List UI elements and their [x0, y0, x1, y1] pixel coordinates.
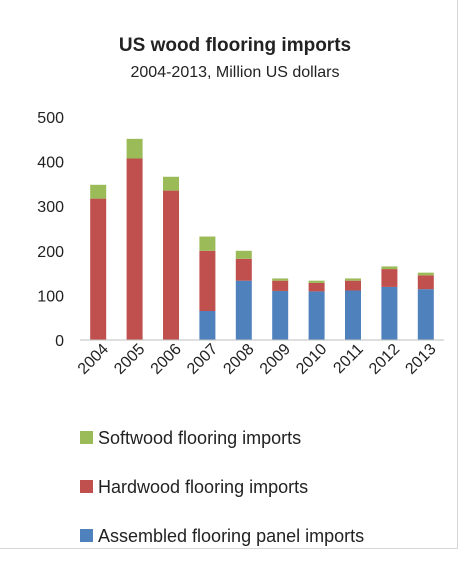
bar-segment	[126, 158, 143, 340]
x-tick-label: 2010	[293, 341, 330, 378]
bar-stack-2010	[308, 280, 325, 340]
legend-label: Hardwood flooring imports	[98, 477, 308, 497]
legend-item: Assembled flooring panel imports	[80, 526, 364, 546]
chart-subtitle: 2004-2013, Million US dollars	[131, 64, 340, 81]
bar-segment	[345, 278, 361, 281]
bar-segment	[345, 280, 361, 291]
legend-label: Softwood flooring imports	[98, 428, 301, 448]
bar-segment	[308, 280, 325, 283]
x-tick-label: 2011	[330, 341, 366, 377]
bar-segment	[417, 275, 434, 290]
legend-item: Softwood flooring imports	[80, 428, 301, 448]
y-tick-label: 500	[37, 110, 64, 127]
bar-segment	[345, 290, 361, 340]
x-tick-label: 2013	[402, 341, 439, 378]
bars	[90, 138, 434, 340]
bar-stack-2005	[126, 138, 143, 340]
chart-frame	[0, 0, 458, 549]
bar-segment	[199, 311, 216, 340]
y-tick-label: 300	[37, 199, 64, 216]
bar-stack-2013	[417, 272, 434, 340]
bar-segment	[199, 250, 216, 312]
bar-segment	[235, 250, 252, 259]
bar-segment	[199, 236, 216, 251]
bar-stack-2012	[381, 266, 398, 340]
bar-segment	[308, 282, 325, 292]
y-tick-label: 0	[55, 333, 64, 350]
x-tick-label: 2006	[148, 341, 185, 378]
y-axis: 0 100 200 300 400 500	[37, 110, 64, 350]
bar-segment	[235, 280, 252, 340]
bar-segment	[272, 278, 289, 281]
legend-swatch	[80, 529, 93, 542]
bar-stack-2007	[199, 236, 216, 340]
bar-stack-2009	[272, 278, 289, 340]
y-tick-label: 100	[37, 288, 64, 305]
bar-segment	[90, 198, 107, 340]
x-tick-label: 2008	[220, 341, 257, 378]
y-tick-label: 200	[37, 244, 64, 261]
x-tick-label: 2004	[75, 341, 112, 378]
legend-swatch	[80, 480, 93, 493]
x-tick-label: 2007	[184, 341, 221, 378]
bar-segment	[417, 289, 434, 340]
x-tick-label: 2012	[366, 341, 403, 378]
bar-segment	[272, 280, 289, 291]
bar-segment	[90, 184, 107, 199]
bar-segment	[381, 269, 398, 287]
legend: Softwood flooring imports Hardwood floori…	[80, 428, 364, 546]
legend-label: Assembled flooring panel imports	[98, 526, 364, 546]
bar-stack-2008	[235, 250, 252, 340]
bar-segment	[126, 138, 143, 159]
bar-segment	[381, 266, 398, 270]
legend-item: Hardwood flooring imports	[80, 477, 308, 497]
bar-segment	[163, 176, 179, 191]
bar-stack-2006	[163, 176, 179, 340]
x-tick-label: 2009	[257, 341, 294, 378]
x-axis: 2004 2005 2006 2007 2008 2009 2010 2011 2012 2013	[75, 341, 440, 378]
bar-segment	[272, 290, 289, 340]
bar-segment	[381, 286, 398, 340]
y-tick-label: 400	[37, 155, 64, 172]
bar-stack-2011	[345, 278, 361, 340]
bar-segment	[163, 190, 179, 340]
x-tick-label: 2005	[111, 341, 148, 378]
bar-segment	[235, 258, 252, 281]
chart-title: US wood flooring imports	[119, 35, 351, 56]
bar-stack-2004	[90, 184, 107, 340]
legend-swatch	[80, 431, 93, 444]
bar-segment	[417, 272, 434, 276]
bar-segment	[308, 291, 325, 340]
